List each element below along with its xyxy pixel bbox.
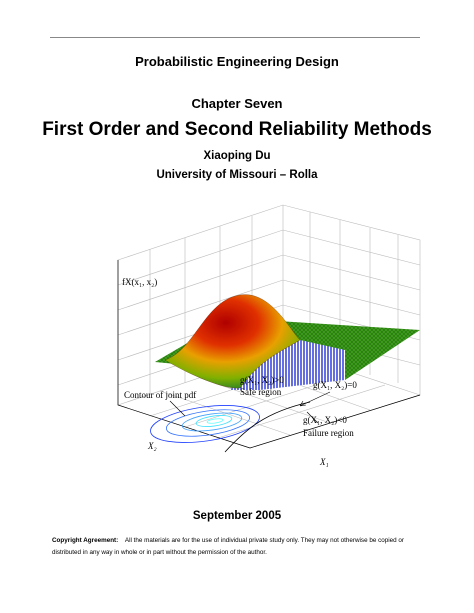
safe-condition: g(X₁, X₂)>0: [240, 375, 284, 385]
x1-axis: X₁: [319, 457, 329, 467]
figure: fX(x₁, x₂) g(X₁, X₂)>0 Safe region g(X₁,…: [117, 204, 421, 467]
chapter: Chapter Seven: [191, 96, 283, 111]
arrows: [169, 391, 331, 424]
x2-axis: X₂: [147, 441, 157, 451]
title: First Order and Second Reliability Metho…: [42, 119, 432, 140]
copyright: Copyright Agreement: All the materials a…: [52, 535, 424, 559]
limit-state: g(X₁, X₂)=0: [313, 380, 357, 390]
affiliation: University of Missouri – Rolla: [156, 169, 318, 181]
axes: [117, 260, 421, 449]
failure-condition: g(X₁, X₂)<0: [303, 415, 347, 425]
pdf-surface: [164, 294, 301, 389]
rule: [50, 37, 420, 38]
date: September 2005: [192, 510, 282, 522]
contour-label: Contour of joint pdf: [124, 390, 196, 400]
copyright-text: All the materials are for the use of ind…: [52, 537, 404, 556]
failure-region: Failure region: [303, 428, 354, 438]
safe-region: Safe region: [240, 387, 282, 397]
failure-surface: [230, 340, 345, 390]
pdf-label: fX(x₁, x₂): [122, 277, 157, 287]
author: Xiaoping Du: [203, 150, 271, 162]
contours: [150, 405, 260, 443]
copyright-heading: Copyright Agreement:: [52, 537, 119, 544]
limit-state-curve: [224, 401, 311, 453]
course: Probabilistic Engineering Design: [135, 54, 339, 69]
